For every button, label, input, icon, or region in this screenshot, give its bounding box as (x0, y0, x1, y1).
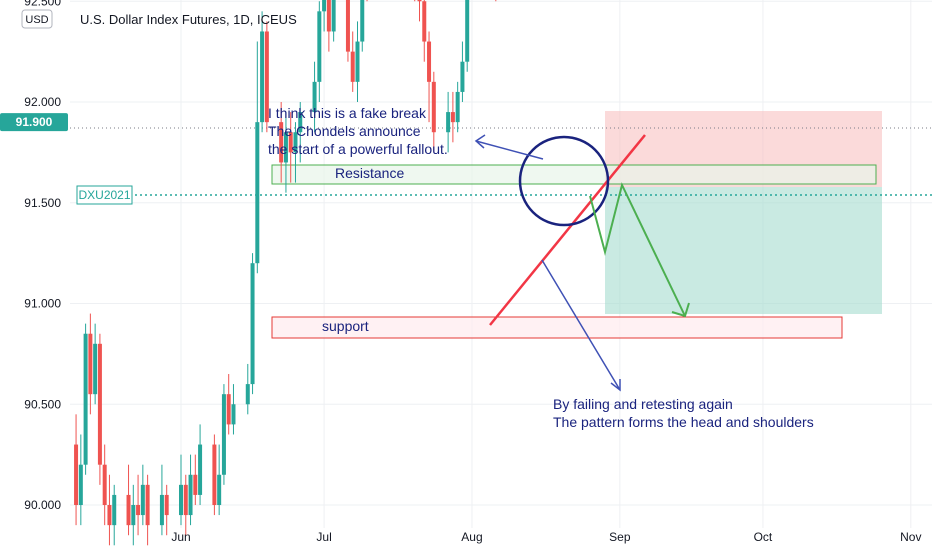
candle-body-22 (217, 474, 222, 505)
fake-break-line-3: the start of a powerful fallout. (268, 141, 448, 157)
candle-body-36 (312, 81, 317, 113)
pattern-line-2: The pattern forms the head and shoulders (553, 414, 814, 430)
fake-break-line-1: I think this is a fake break (268, 105, 427, 121)
symbol-tag: DXU2021 (78, 188, 130, 202)
x-tick-label-5: Nov (900, 530, 921, 544)
candle-body-25 (231, 404, 236, 425)
candle-body-10 (131, 505, 136, 526)
candle-body-43 (355, 41, 360, 82)
candle-body-13 (145, 484, 150, 526)
candle-body-54 (427, 41, 432, 82)
y-tick-label-4: 92.000 (24, 95, 61, 109)
candles-layer (74, 0, 497, 546)
candle-body-41 (345, 0, 350, 52)
candle-body-39 (326, 0, 331, 32)
candle-body-53 (422, 1, 427, 42)
symbol-tag-bg (76, 185, 133, 205)
fake-break-line-2: The Chondels announce (268, 123, 421, 139)
breakout-circle[interactable] (518, 135, 610, 227)
candle-body-2 (83, 333, 88, 465)
candle-body-24 (226, 394, 231, 425)
candle-body-11 (136, 505, 141, 516)
candle-body-42 (350, 51, 355, 82)
candle-body-37 (317, 11, 322, 82)
fake-break-arrow (475, 140, 544, 160)
candle-body-5 (97, 343, 102, 465)
chart-title: U.S. Dollar Index Futures, 1D, ICEUS (80, 12, 297, 27)
candle-body-6 (102, 464, 107, 505)
candle-body-40 (331, 0, 336, 32)
candle-body-18 (188, 474, 193, 516)
candle-body-0 (74, 444, 79, 505)
candle-body-58 (455, 91, 460, 123)
candle-body-16 (179, 484, 183, 516)
candle-body-57 (450, 112, 455, 123)
candle-body-12 (140, 484, 145, 516)
pattern-arrow (541, 259, 621, 391)
pattern-arrowhead (610, 379, 621, 392)
candle-body-19 (193, 474, 198, 495)
tag-91900: 91.900 (16, 115, 53, 129)
candle-body-1 (78, 464, 83, 505)
x-tick-label-1: Jul (316, 530, 331, 544)
candle-body-31 (279, 122, 284, 163)
resistance-zone[interactable] (271, 164, 877, 185)
y-tick-label-8: 90.000 (24, 498, 61, 512)
candle-body-35 (298, 112, 303, 133)
x-tick-label-0: Jun (171, 530, 190, 544)
candle-body-38 (322, 0, 327, 12)
candle-body-32 (283, 132, 288, 163)
projection-path[interactable] (589, 182, 686, 317)
candle-body-7 (107, 505, 112, 526)
candle-body-44 (360, 0, 365, 42)
x-tick-label-3: Sep (609, 530, 631, 544)
candle-body-33 (288, 132, 293, 153)
rising-trendline[interactable] (489, 134, 646, 326)
take-profit-zone (605, 187, 882, 314)
x-tick-label-4: Oct (754, 530, 773, 544)
candle-body-26 (245, 384, 250, 405)
candle-body-60 (465, 0, 470, 62)
fake-break-arrowhead (474, 134, 486, 149)
candle-body-9 (126, 494, 131, 526)
pattern-line-1: By failing and retesting again (553, 396, 733, 412)
y-tick-label-7: 90.500 (24, 397, 61, 411)
x-tick-label-2: Aug (461, 530, 482, 544)
candle-body-27 (250, 263, 255, 385)
y-tick-label-5: 91.500 (24, 196, 61, 210)
candle-body-8 (112, 494, 117, 526)
y-tick-label-3: 92.500 (24, 0, 61, 8)
candle-body-55 (431, 81, 436, 133)
candle-body-4 (93, 343, 98, 395)
support-zone[interactable] (271, 316, 843, 339)
candle-body-23 (221, 394, 226, 475)
candle-body-56 (446, 112, 451, 133)
candle-body-30 (264, 31, 269, 123)
candle-body-17 (183, 484, 188, 516)
resistance-label: Resistance (335, 165, 404, 181)
price-axis[interactable]: 95.00094.50093.50092.50092.00091.50091.0… (24, 0, 61, 512)
candle-body-15 (164, 494, 169, 516)
y-tick-label-6: 91.000 (24, 297, 61, 311)
candle-body-3 (88, 333, 93, 395)
tag-91900-bg (0, 113, 68, 132)
currency-badge-bg[interactable] (21, 9, 53, 29)
candle-body-21 (212, 444, 217, 505)
candle-body-34 (293, 132, 298, 153)
support-label: support (322, 318, 369, 334)
candle-body-14 (159, 494, 164, 526)
candle-body-52 (417, 0, 422, 2)
currency-badge[interactable]: USD (25, 14, 48, 26)
projection-arrowhead (671, 302, 690, 318)
candle-body-20 (198, 444, 203, 495)
price-tags: 93.91593.14093.09011:52:1791.900 (0, 113, 68, 132)
candle-body-28 (255, 122, 260, 264)
time-axis[interactable]: Jun Jul Aug Sep Oct Nov (171, 530, 921, 544)
candle-body-29 (260, 31, 265, 123)
candle-body-59 (460, 61, 465, 92)
